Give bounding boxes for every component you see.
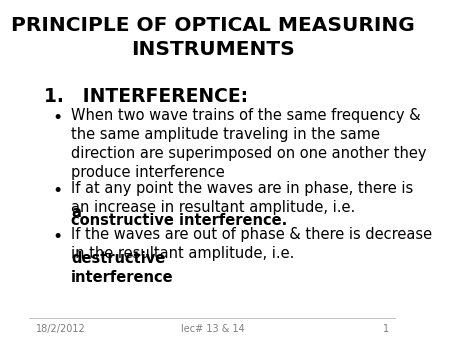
Text: destructive
interference: destructive interference [71, 251, 174, 285]
Text: 18/2/2012: 18/2/2012 [36, 324, 86, 334]
Text: If the waves are out of phase & there is decrease
in the resultant amplitude, i.: If the waves are out of phase & there is… [71, 226, 432, 261]
Text: When two wave trains of the same frequency &
the same amplitude traveling in the: When two wave trains of the same frequen… [71, 107, 427, 180]
Text: lec# 13 & 14: lec# 13 & 14 [180, 324, 244, 334]
Text: constructive interference.: constructive interference. [71, 213, 288, 228]
Text: 1. INTERFERENCE:: 1. INTERFERENCE: [44, 87, 248, 106]
Text: PRINCIPLE OF OPTICAL MEASURING
INSTRUMENTS: PRINCIPLE OF OPTICAL MEASURING INSTRUMEN… [11, 17, 414, 59]
Text: •: • [53, 108, 63, 127]
Text: 1: 1 [382, 324, 389, 334]
Text: If at any point the waves are in phase, there is
an increase in resultant amplit: If at any point the waves are in phase, … [71, 181, 414, 215]
Text: a: a [71, 206, 81, 220]
Text: •: • [53, 182, 63, 200]
Text: •: • [53, 227, 63, 246]
